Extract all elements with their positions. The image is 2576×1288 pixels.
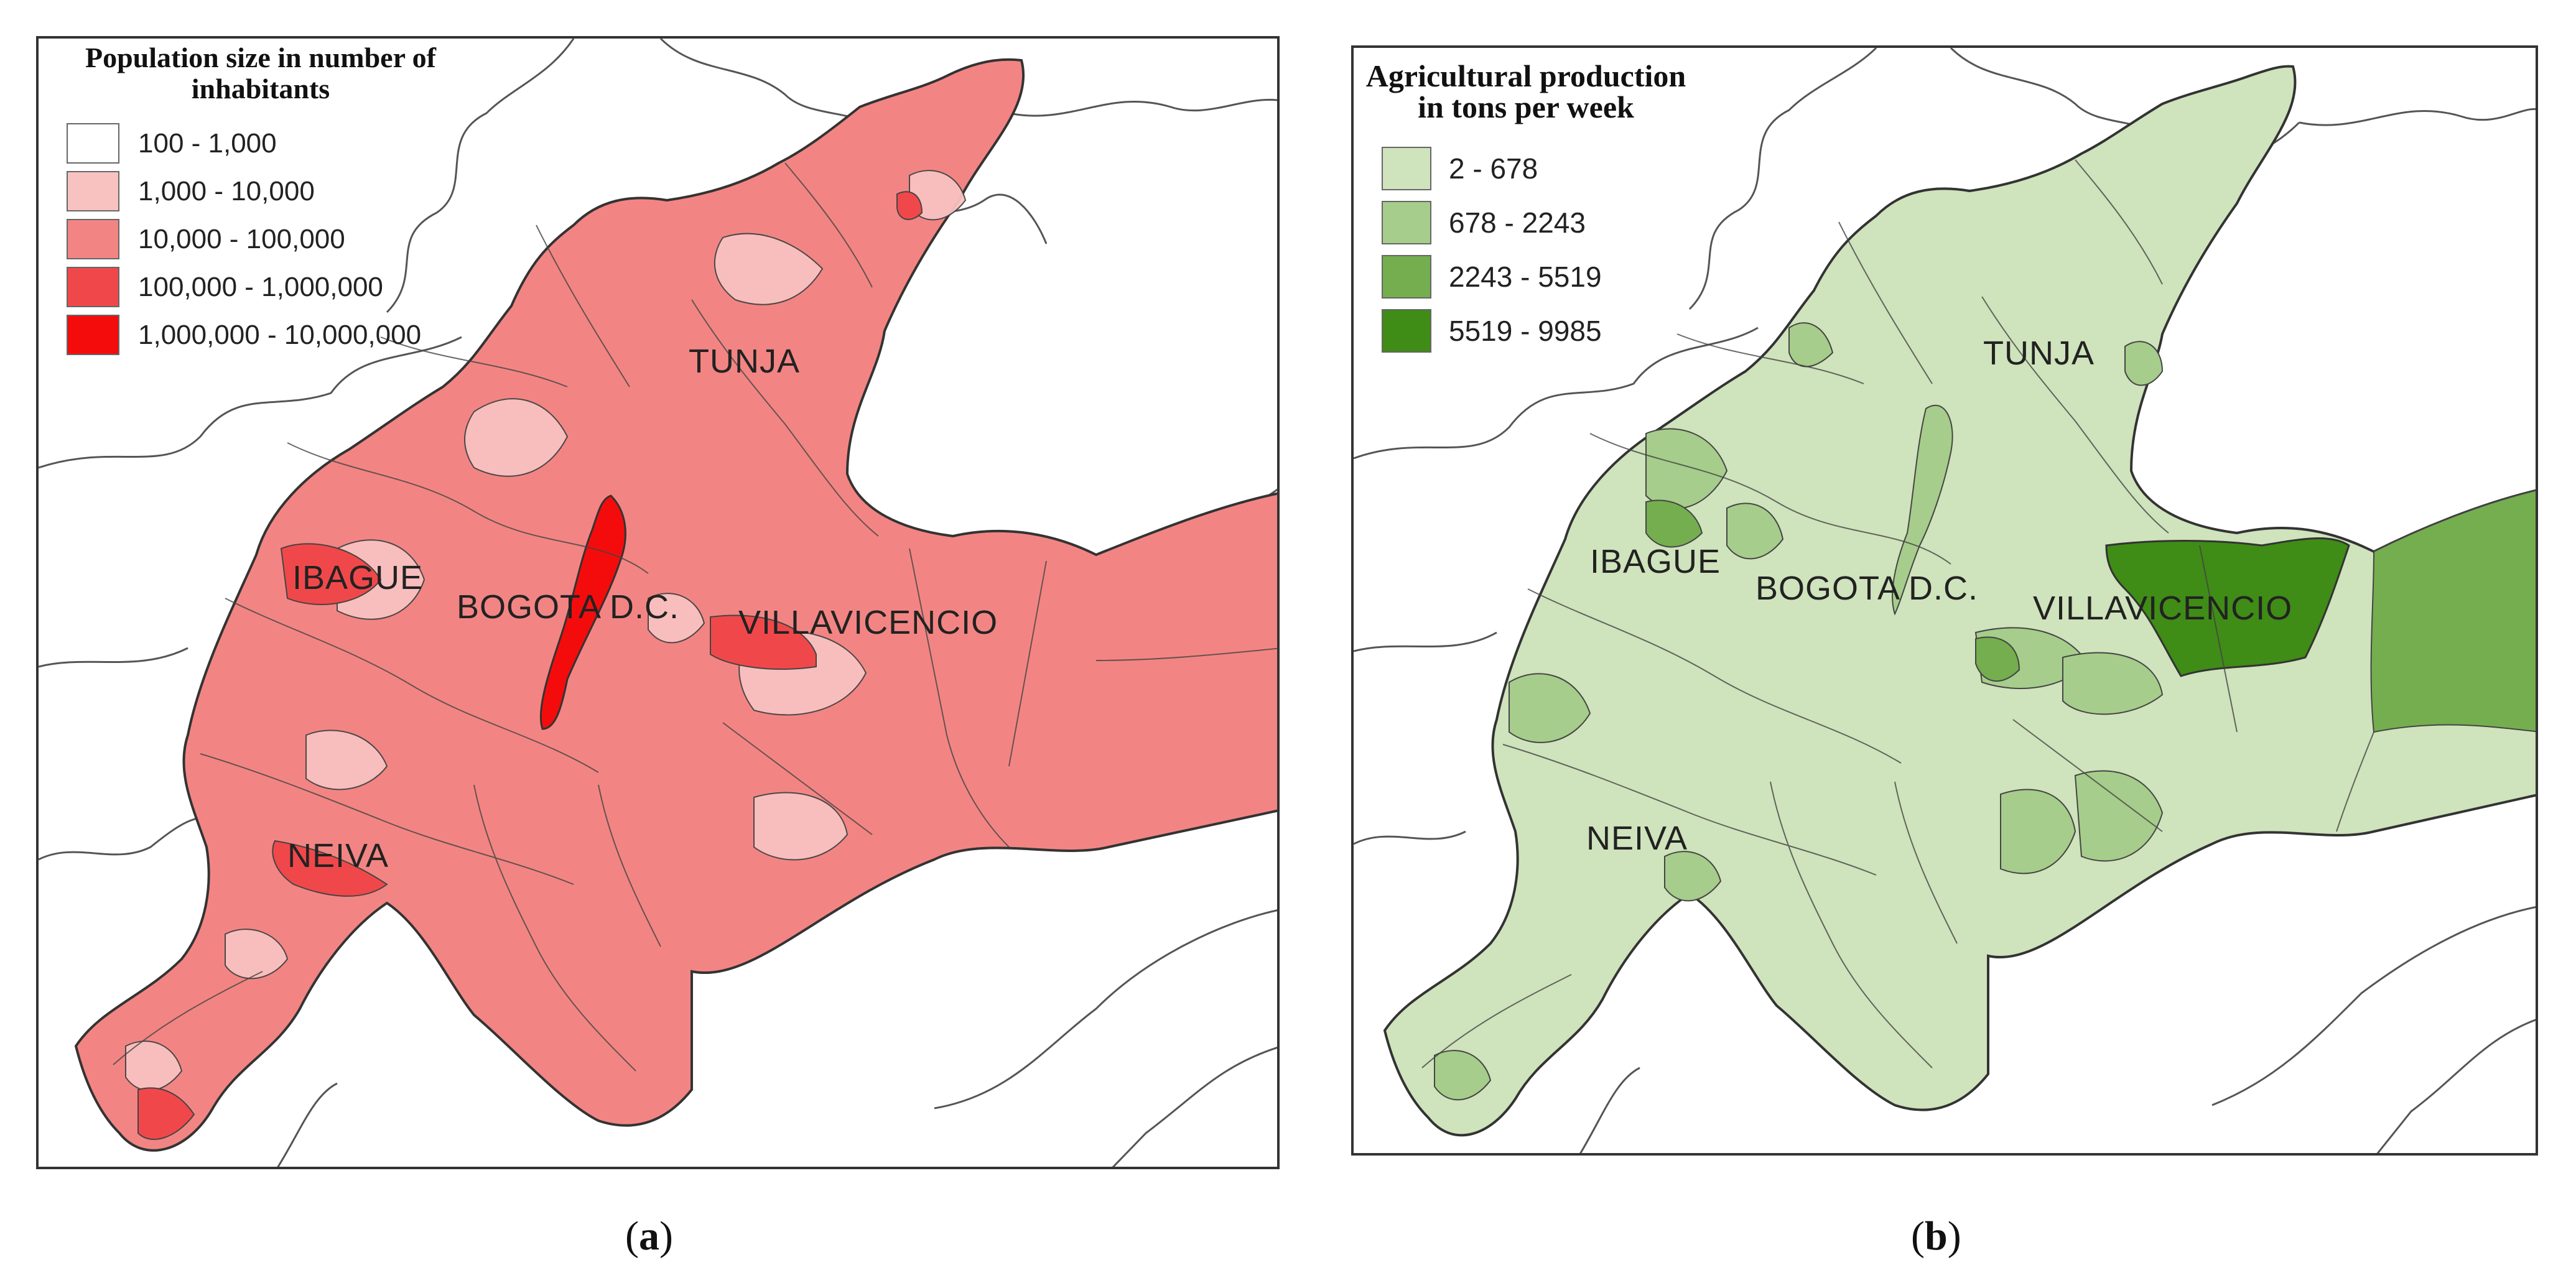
legend-swatch [67, 267, 119, 307]
region-shape [1383, 65, 2536, 1137]
population-legend: Population size in number of inhabitants… [39, 39, 474, 359]
city-label-villavicencio: VILLAVICENCIO [2033, 590, 2293, 627]
region-shape [74, 58, 1277, 1152]
agriculture-legend: Agricultural production in tons per week… [1354, 48, 1690, 358]
city-label-neiva: NEIVA [1586, 820, 1688, 857]
legend-label: 1,000,000 - 10,000,000 [138, 319, 422, 350]
city-label-tunja: TUNJA [1983, 335, 2095, 372]
legend-item: 10,000 - 100,000 [67, 215, 474, 263]
legend-item: 2 - 678 [1382, 141, 1690, 195]
legend-item: 678 - 2243 [1382, 195, 1690, 249]
legend-swatch [67, 219, 119, 259]
legend-item: 1,000 - 10,000 [67, 167, 474, 215]
legend-swatch [67, 123, 119, 164]
city-label-tunja: TUNJA [689, 343, 800, 380]
population-map-panel: Population size in number of inhabitants… [36, 36, 1280, 1169]
legend-item: 2243 - 5519 [1382, 249, 1690, 303]
legend-swatch [1382, 200, 1431, 244]
city-label-neiva: NEIVA [287, 837, 389, 874]
legend-label: 2 - 678 [1449, 152, 1538, 185]
population-choropleth-map [39, 39, 1277, 1167]
legend-label: 10,000 - 100,000 [138, 223, 345, 254]
city-label-bogota: BOGOTA D.C. [457, 588, 680, 626]
legend-label: 1,000 - 10,000 [138, 175, 315, 206]
legend-item: 5519 - 9985 [1382, 303, 1690, 358]
panel-a-caption-letter: a [638, 1213, 659, 1259]
legend-item: 100,000 - 1,000,000 [67, 263, 474, 311]
legend-label: 100,000 - 1,000,000 [138, 271, 383, 302]
city-label-ibague: IBAGUE [1590, 543, 1721, 580]
legend-label: 5519 - 9985 [1449, 314, 1602, 347]
legend-title: Agricultural production in tons per week [1365, 58, 1686, 124]
legend-swatch [67, 315, 119, 355]
panel-b-caption: (b) [1911, 1213, 1961, 1259]
city-label-ibague: IBAGUE [292, 559, 424, 596]
legend-label: 100 - 1,000 [138, 127, 277, 159]
legend-item: 100 - 1,000 [67, 119, 474, 167]
legend-swatch [1382, 146, 1431, 190]
city-label-bogota: BOGOTA D.C. [1755, 570, 1979, 607]
panel-b-caption-letter: b [1924, 1213, 1948, 1259]
city-label-villavicencio: VILLAVICENCIO [738, 604, 998, 641]
legend-label: 2243 - 5519 [1449, 260, 1602, 293]
legend-swatch [1382, 254, 1431, 299]
panel-a-caption: (a) [625, 1213, 673, 1259]
legend-title: Population size in number of inhabitants [85, 42, 436, 104]
legend-label: 678 - 2243 [1449, 206, 1586, 239]
agriculture-map-panel: Agricultural production in tons per week… [1351, 45, 2538, 1156]
agriculture-choropleth-map [1354, 48, 2536, 1153]
legend-swatch [1382, 308, 1431, 353]
legend-item: 1,000,000 - 10,000,000 [67, 311, 474, 359]
legend-swatch [67, 171, 119, 211]
